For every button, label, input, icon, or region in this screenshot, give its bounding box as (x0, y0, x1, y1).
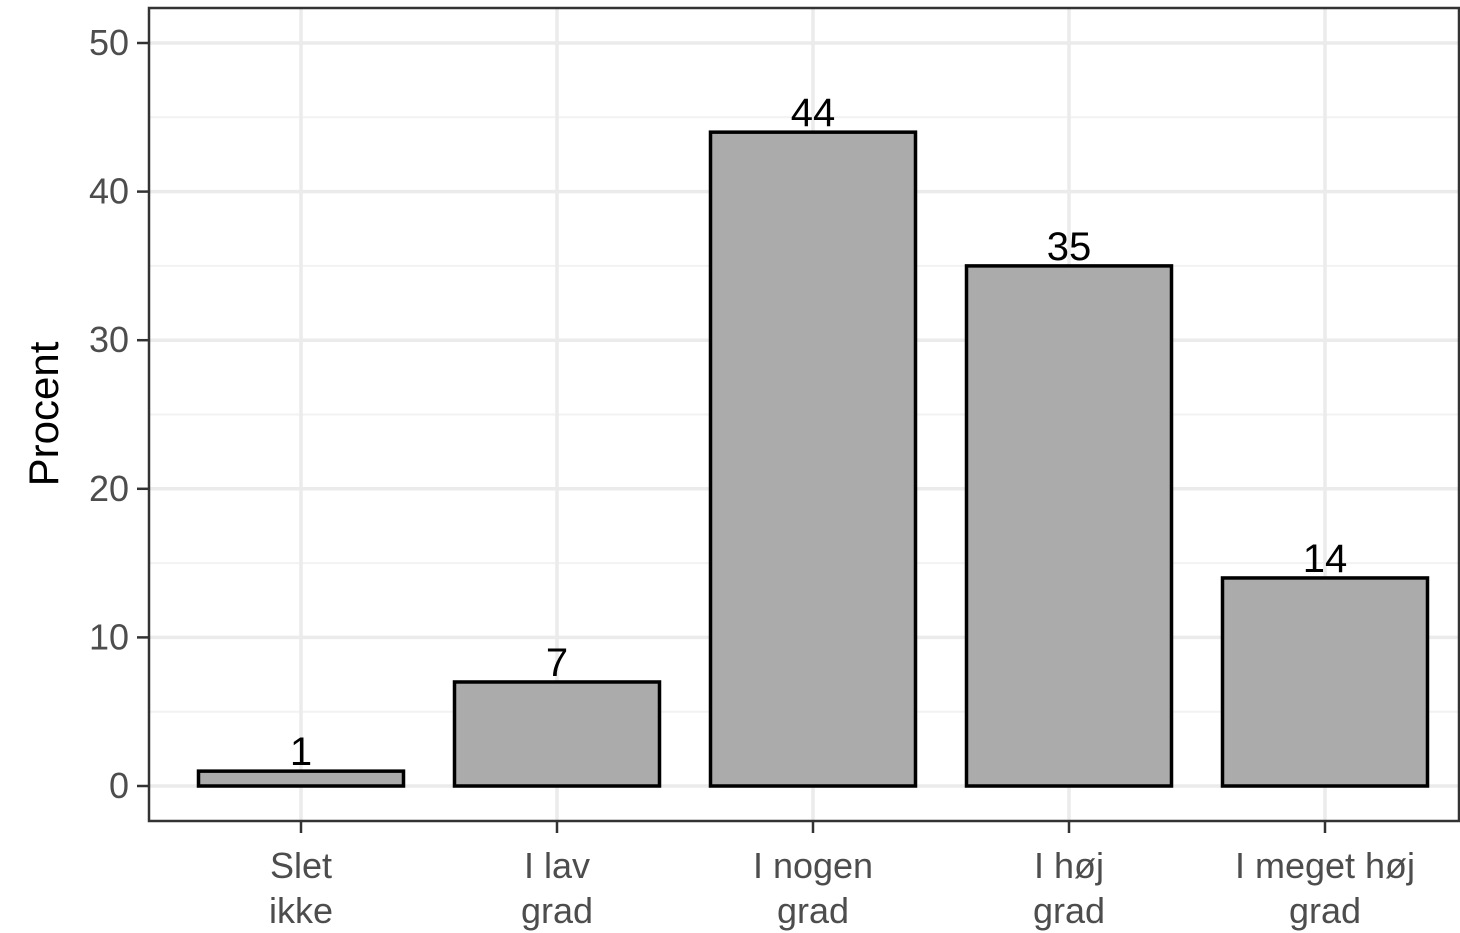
y-tick-label: 0 (109, 765, 129, 806)
x-tick-label: I lav (524, 845, 590, 886)
bar (1220, 576, 1430, 788)
y-tick-label: 50 (89, 22, 129, 63)
x-tick-label: I meget høj (1235, 845, 1415, 886)
x-tick-label: Slet (270, 845, 332, 886)
y-tick-label: 20 (89, 468, 129, 509)
bar (452, 680, 662, 788)
y-axis: 0 10 20 30 40 50 (89, 22, 149, 806)
bar-value-label: 14 (1303, 537, 1348, 581)
bar-value-label: 35 (1047, 225, 1092, 269)
y-tick-label: 10 (89, 616, 129, 657)
x-tick-label: grad (1033, 890, 1105, 931)
panel-border (147, 6, 1460, 823)
x-tick-label: grad (777, 890, 849, 931)
bar-value-label: 44 (791, 91, 836, 135)
x-tick-label: grad (521, 890, 593, 931)
bar (708, 130, 918, 788)
x-tick-label: ikke (269, 890, 333, 931)
x-tick-label: I nogen (753, 845, 873, 886)
bar-value-label: 7 (546, 641, 568, 685)
y-tick-label: 30 (89, 319, 129, 360)
data-labels-group: 1 7 44 35 14 (290, 91, 1347, 774)
y-tick-label: 40 (89, 171, 129, 212)
bars-group (196, 130, 1430, 788)
x-tick-label: grad (1289, 890, 1361, 931)
y-axis-title: Procent (20, 341, 67, 486)
x-tick-label: I høj (1034, 845, 1104, 886)
bar-value-label: 1 (290, 730, 312, 774)
bar (964, 264, 1174, 788)
bar (196, 769, 406, 788)
